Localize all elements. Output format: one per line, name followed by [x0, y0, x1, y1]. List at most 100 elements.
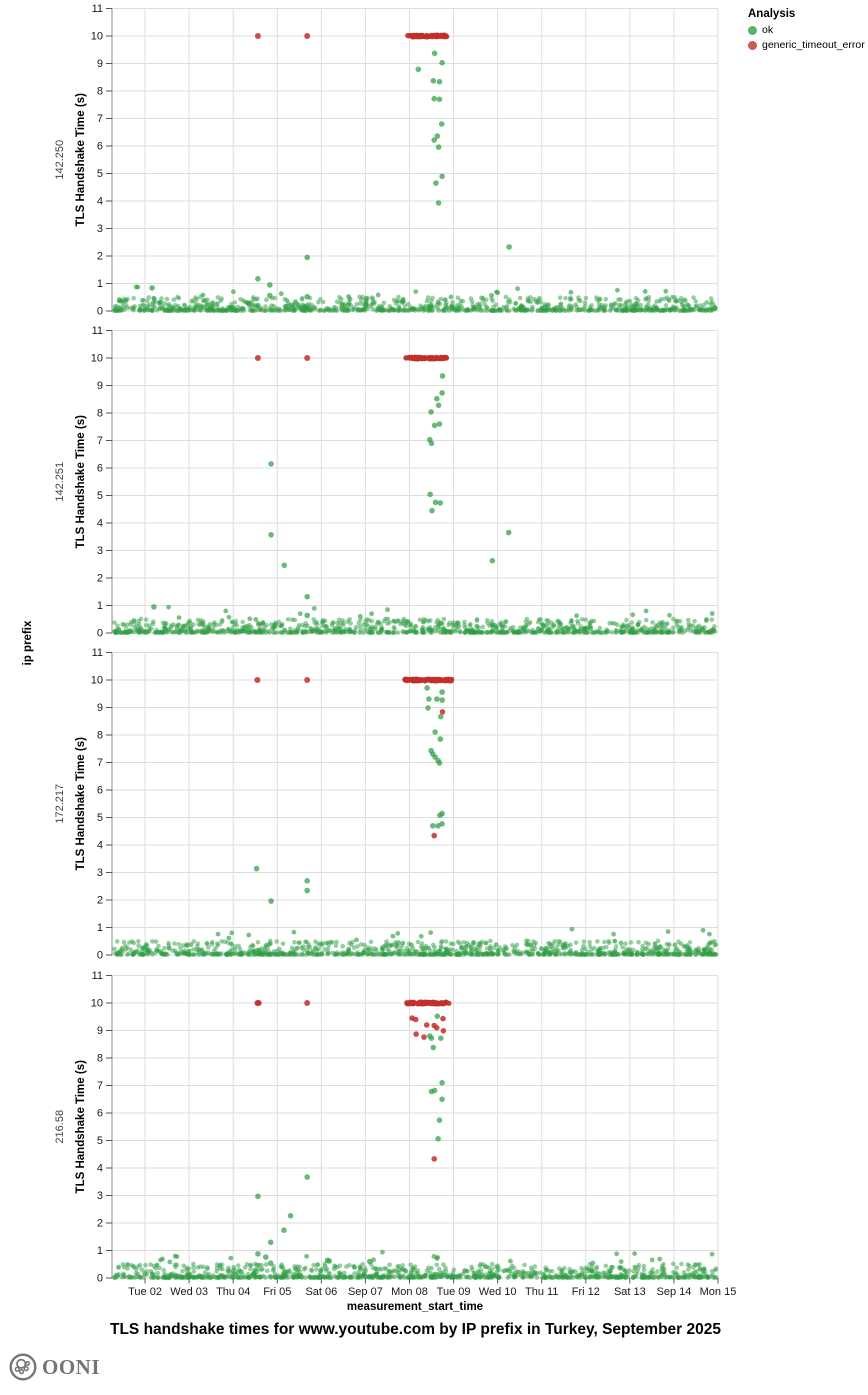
ok-point — [115, 623, 120, 629]
ok-point — [151, 604, 157, 610]
ok-point — [449, 1275, 454, 1280]
timeout-point — [409, 1000, 415, 1007]
ok-point — [673, 298, 678, 304]
ok-point — [549, 1275, 555, 1280]
ok-point — [620, 1273, 626, 1278]
ok-point — [427, 307, 432, 313]
ok-point — [158, 1257, 163, 1263]
ok-point — [255, 302, 261, 308]
ok-point — [707, 952, 712, 957]
ok-point — [267, 941, 273, 947]
ok-point — [709, 1268, 715, 1274]
ok-point — [610, 620, 615, 626]
ok-point — [156, 1275, 161, 1280]
ok-point — [588, 620, 593, 626]
ok-point — [399, 300, 405, 305]
ok-point — [184, 308, 190, 313]
ok-point — [691, 1265, 696, 1270]
ok-point — [539, 627, 544, 633]
ok-point — [292, 940, 297, 945]
ok-point — [190, 1274, 195, 1280]
timeout-point — [304, 677, 311, 683]
ok-point — [248, 1262, 253, 1268]
y-tick-label: 3 — [97, 867, 103, 879]
ok-point — [123, 943, 128, 949]
ok-point — [311, 606, 317, 611]
ok-point — [449, 303, 454, 308]
ok-point — [709, 305, 714, 311]
ok-point — [548, 951, 553, 956]
ok-point — [171, 297, 177, 303]
ok-point — [569, 1269, 575, 1275]
ok-point — [503, 305, 508, 311]
ok-point — [387, 1262, 392, 1268]
y-tick-label: 10 — [91, 31, 103, 43]
ok-point — [681, 304, 686, 309]
ok-point — [530, 304, 535, 310]
ok-point — [568, 289, 574, 295]
ok-point — [420, 630, 426, 635]
ok-point — [116, 307, 122, 313]
legend-items: ok generic_timeout_error — [748, 24, 866, 51]
ok-point — [428, 627, 434, 632]
ok-point — [395, 931, 401, 936]
ok-point — [691, 295, 696, 300]
ok-point — [467, 630, 473, 635]
ok-point — [267, 1239, 274, 1246]
ok-point — [248, 629, 254, 634]
y-axis-title: TLS Handshake Time (s) — [75, 737, 87, 871]
ok-point — [238, 1269, 243, 1274]
ok-point — [123, 630, 129, 635]
ok-point — [635, 952, 641, 957]
ok-point — [155, 1270, 160, 1276]
ok-point — [694, 629, 700, 635]
ok-point — [709, 617, 715, 622]
ok-point — [583, 617, 588, 623]
ok-point — [591, 618, 597, 624]
ok-point — [265, 1268, 270, 1274]
y-tick-label: 3 — [97, 223, 103, 235]
ok-point — [405, 619, 411, 625]
ok-point — [602, 939, 607, 945]
ok-point — [517, 295, 523, 301]
ok-point — [423, 1273, 429, 1278]
y-tick-label: 0 — [97, 1273, 103, 1285]
ok-point — [571, 630, 576, 635]
ok-point — [158, 630, 164, 635]
ok-point — [293, 630, 298, 635]
ok-point — [435, 200, 442, 206]
ok-point — [625, 299, 630, 304]
ok-point — [586, 1275, 592, 1280]
ok-point — [597, 625, 603, 631]
ok-point — [707, 941, 712, 946]
timeout-point — [304, 33, 311, 39]
y-tick-label: 7 — [97, 435, 103, 447]
ok-point — [507, 1273, 512, 1279]
ok-point — [696, 945, 701, 951]
ok-point — [385, 621, 391, 626]
ok-point — [303, 952, 309, 957]
ok-point — [630, 626, 635, 632]
ok-point — [685, 947, 690, 953]
ok-point — [592, 945, 597, 951]
ok-point — [255, 1251, 261, 1257]
ok-point — [413, 289, 419, 294]
ok-point — [320, 623, 325, 628]
ok-point — [436, 1266, 442, 1272]
ok-point — [357, 613, 363, 619]
ok-point — [122, 1274, 127, 1279]
ok-point — [523, 630, 528, 635]
ok-point — [259, 1262, 264, 1268]
ok-point — [267, 1260, 274, 1266]
y-axis-title: TLS Handshake Time (s) — [75, 1060, 87, 1194]
ok-point — [198, 622, 203, 627]
ok-point — [665, 929, 671, 934]
ok-point — [188, 629, 194, 635]
ok-point — [143, 1262, 148, 1268]
ok-point — [345, 951, 350, 957]
timeout-point — [254, 677, 261, 683]
ok-point — [608, 1273, 613, 1279]
ooni-logo-text: OONI — [42, 1354, 101, 1379]
ok-point — [439, 173, 445, 180]
ok-point — [469, 308, 474, 313]
